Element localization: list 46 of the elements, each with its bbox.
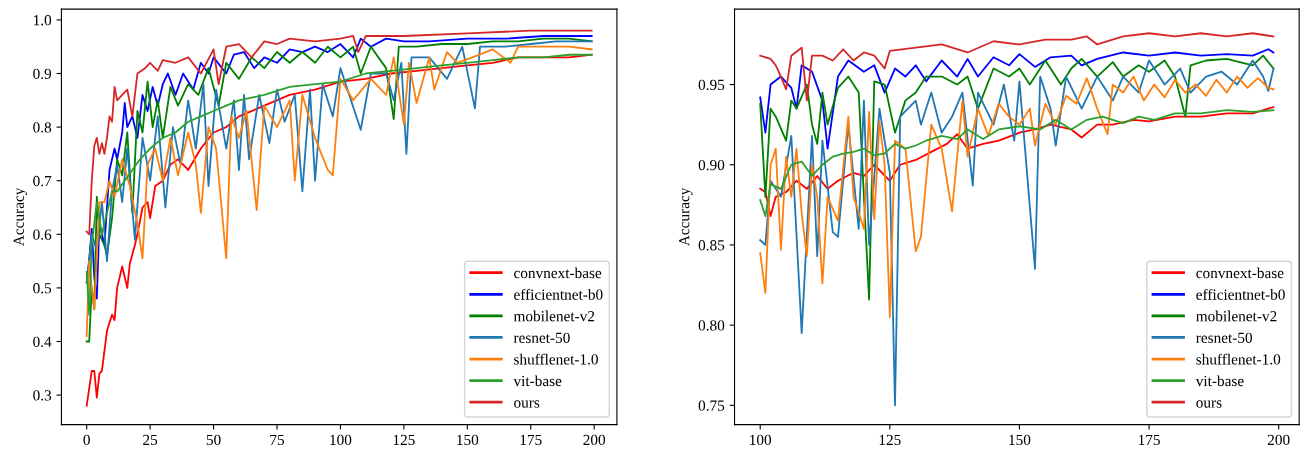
x-tick-label: 75 bbox=[270, 434, 285, 446]
y-tick-label: 0.85 bbox=[698, 240, 725, 251]
y-tick-label: 0.75 bbox=[698, 400, 725, 411]
y-tick-label: 0.5 bbox=[33, 283, 52, 294]
legend-label: vit-base bbox=[1195, 375, 1244, 387]
legend-label: resnet-50 bbox=[513, 332, 570, 343]
legend-label: efficientnet-b0 bbox=[514, 288, 603, 300]
line-series bbox=[759, 32, 1275, 102]
y-tick-label: 0.80 bbox=[698, 320, 725, 331]
x-tick-label: 125 bbox=[879, 434, 901, 446]
legend-label: mobilenet-v2 bbox=[513, 310, 595, 322]
y-tick-label: 0.8 bbox=[33, 122, 52, 133]
x-tick-label: 175 bbox=[520, 434, 542, 446]
x-tick-label: 50 bbox=[206, 434, 221, 446]
line-series bbox=[759, 48, 1275, 150]
x-tick-label: 200 bbox=[1267, 434, 1290, 446]
legend-label: mobilenet-v2 bbox=[1196, 310, 1277, 322]
x-tick-label: 200 bbox=[583, 434, 606, 446]
legend-label: vit-base bbox=[513, 375, 562, 387]
x-tick-label: 0 bbox=[83, 434, 90, 446]
legend-label: ours bbox=[1196, 400, 1222, 408]
y-tick-label: 0.4 bbox=[33, 336, 52, 348]
x-tick-label: 175 bbox=[1138, 434, 1160, 446]
x-tick-label: 150 bbox=[457, 434, 479, 446]
x-tick-label: 125 bbox=[393, 434, 415, 446]
y-axis-title: Accuracy bbox=[679, 187, 693, 246]
x-tick-label: 25 bbox=[143, 434, 158, 446]
line-series bbox=[85, 29, 593, 236]
legend-label: efficientnet-b0 bbox=[1196, 288, 1285, 300]
y-tick-label: 0.90 bbox=[698, 159, 725, 171]
y-axis-title: Accuracy bbox=[13, 187, 28, 246]
y-tick-label: 0.7 bbox=[33, 175, 52, 187]
legend-label: convnext-base bbox=[514, 267, 602, 279]
legend-label: shufflenet-1.0 bbox=[514, 353, 598, 365]
x-tick-label: 100 bbox=[750, 434, 772, 446]
legend-label: convnext-base bbox=[1196, 267, 1284, 279]
legend-label: resnet-50 bbox=[1196, 332, 1253, 343]
y-tick-label: 1.0 bbox=[33, 15, 52, 26]
legend-label: shufflenet-1.0 bbox=[1196, 353, 1281, 365]
y-tick-label: 0.95 bbox=[698, 79, 725, 91]
y-tick-label: 0.9 bbox=[33, 68, 52, 80]
legend-label: ours bbox=[514, 400, 540, 408]
x-tick-label: 100 bbox=[330, 434, 352, 446]
y-tick-label: 0.6 bbox=[33, 229, 52, 240]
x-tick-label: 150 bbox=[1009, 434, 1031, 446]
y-tick-label: 0.3 bbox=[33, 390, 52, 401]
